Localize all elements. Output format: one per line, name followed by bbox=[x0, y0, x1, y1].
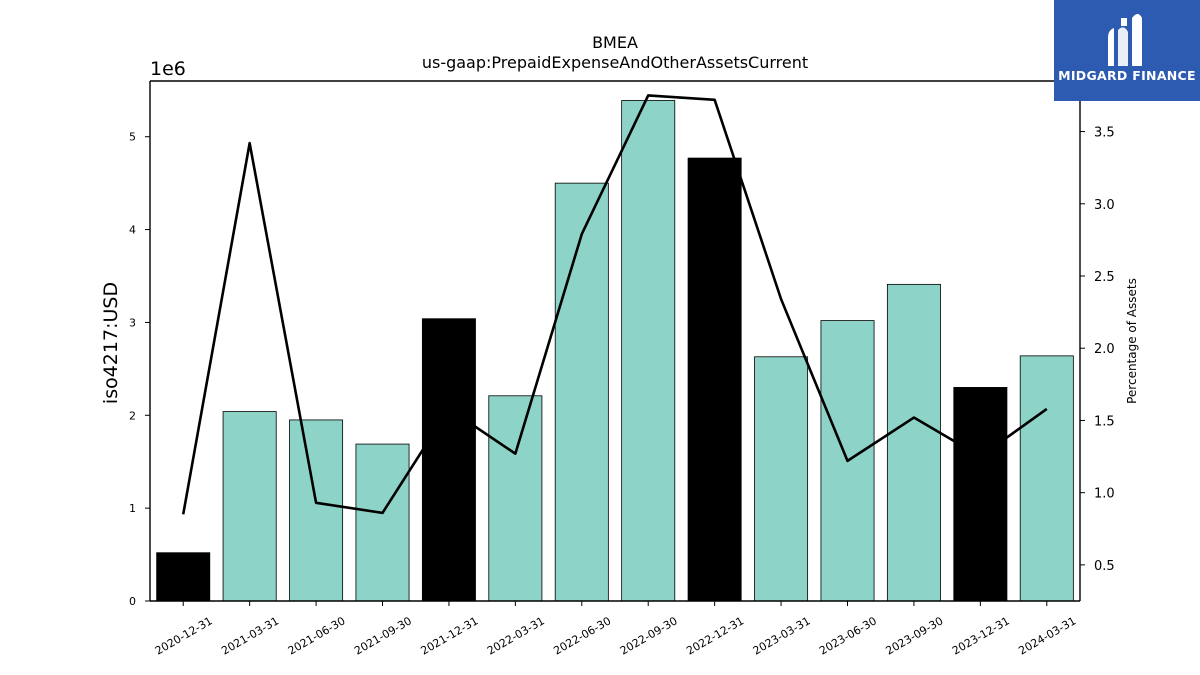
y-tick-label: 4 bbox=[129, 224, 136, 237]
x-tick-label: 2023-03-31 bbox=[751, 614, 813, 657]
x-tick-label: 2021-12-31 bbox=[419, 614, 481, 657]
bar bbox=[886, 283, 941, 602]
x-tick-label: 2023-09-30 bbox=[884, 614, 946, 657]
y-tick-label: 1 bbox=[129, 502, 136, 515]
x-tick-label: 2023-12-31 bbox=[950, 614, 1012, 657]
bar bbox=[156, 552, 211, 602]
x-tick-label: 2021-06-30 bbox=[286, 614, 348, 657]
y-tick-label: 0 bbox=[129, 595, 136, 608]
x-tick-label: 2022-09-30 bbox=[618, 614, 680, 657]
bar bbox=[289, 419, 344, 602]
x-tick-label: 2022-12-31 bbox=[684, 614, 746, 657]
y2-tick-label: 3.0 bbox=[1094, 198, 1115, 213]
bar bbox=[222, 411, 277, 602]
x-tick-label: 2021-09-30 bbox=[352, 614, 414, 657]
bar bbox=[355, 443, 410, 602]
y2-axis-label: Percentage of Assets bbox=[1125, 278, 1139, 404]
y2-tick-label: 1.5 bbox=[1094, 414, 1115, 429]
bar bbox=[687, 157, 742, 602]
bar bbox=[421, 318, 476, 602]
chart-title: BMEA bbox=[592, 33, 638, 52]
y2-tick-label: 2.5 bbox=[1094, 270, 1115, 285]
bar bbox=[1019, 355, 1074, 602]
bar bbox=[488, 395, 543, 602]
y-multiplier-label: 1e6 bbox=[150, 58, 186, 80]
y2-tick-label: 3.5 bbox=[1094, 126, 1115, 141]
y2-tick-label: 0.5 bbox=[1094, 559, 1115, 574]
bar bbox=[953, 387, 1008, 602]
y-tick-label: 5 bbox=[129, 131, 136, 144]
y-tick-label: 3 bbox=[129, 316, 136, 329]
x-tick-label: 2021-03-31 bbox=[219, 614, 281, 657]
bar bbox=[754, 356, 809, 602]
x-tick-label: 2023-06-30 bbox=[817, 614, 879, 657]
y-tick-label: 2 bbox=[129, 409, 136, 422]
y2-tick-label: 2.0 bbox=[1094, 342, 1115, 357]
series-line bbox=[181, 94, 1048, 515]
x-tick-label: 2024-03-31 bbox=[1016, 614, 1078, 657]
logo-badge: MIDGARD FINANCE bbox=[1054, 0, 1200, 101]
midgard-logo-icon bbox=[1108, 14, 1142, 66]
y-axis-label: iso4217:USD bbox=[100, 282, 122, 404]
y2-tick-label: 1.0 bbox=[1094, 487, 1115, 502]
x-tick-label: 2022-06-30 bbox=[551, 614, 613, 657]
chart-subtitle: us-gaap:PrepaidExpenseAndOtherAssetsCurr… bbox=[422, 53, 808, 72]
bar bbox=[554, 182, 609, 602]
x-tick-label: 2022-03-31 bbox=[485, 614, 547, 657]
logo-brand-text: MIDGARD FINANCE bbox=[1058, 68, 1196, 83]
x-tick-label: 2020-12-31 bbox=[153, 614, 215, 657]
bar bbox=[621, 100, 676, 602]
